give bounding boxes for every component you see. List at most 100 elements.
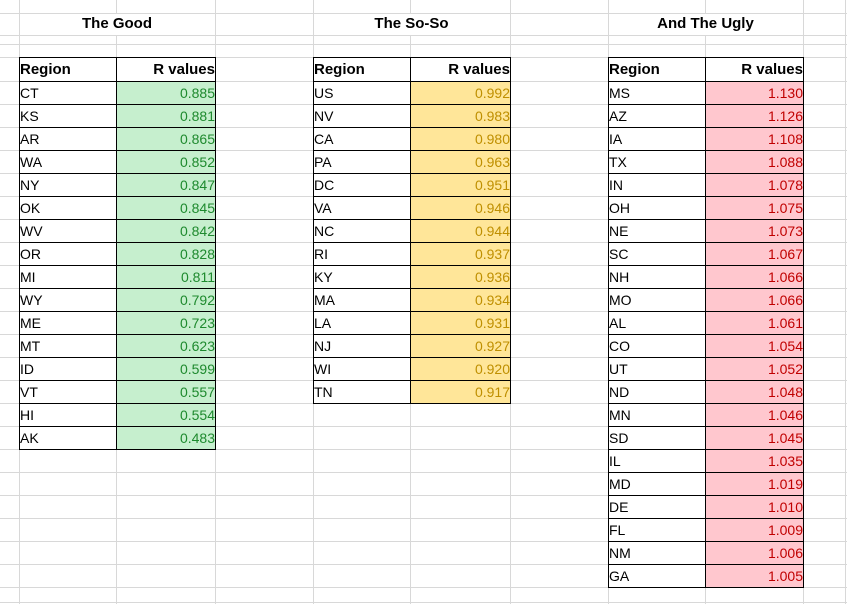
region-cell[interactable]: NE <box>608 219 706 243</box>
region-cell[interactable]: VT <box>19 380 117 404</box>
region-cell[interactable]: NM <box>608 541 706 565</box>
value-cell[interactable]: 1.005 <box>705 564 804 588</box>
value-cell[interactable]: 0.483 <box>116 426 216 450</box>
region-cell[interactable]: DC <box>313 173 411 197</box>
region-cell[interactable]: AR <box>19 127 117 151</box>
value-cell[interactable]: 0.946 <box>410 196 511 220</box>
value-cell[interactable]: 1.019 <box>705 472 804 496</box>
region-cell[interactable]: CT <box>19 81 117 105</box>
region-cell[interactable]: NV <box>313 104 411 128</box>
region-cell[interactable]: OK <box>19 196 117 220</box>
value-cell[interactable]: 0.557 <box>116 380 216 404</box>
value-cell[interactable]: 0.881 <box>116 104 216 128</box>
region-cell[interactable]: LA <box>313 311 411 335</box>
region-cell[interactable]: IA <box>608 127 706 151</box>
value-cell[interactable]: 1.066 <box>705 288 804 312</box>
region-cell[interactable]: SD <box>608 426 706 450</box>
value-cell[interactable]: 1.035 <box>705 449 804 473</box>
region-cell[interactable]: SC <box>608 242 706 266</box>
region-cell[interactable]: MI <box>19 265 117 289</box>
value-cell[interactable]: 1.067 <box>705 242 804 266</box>
region-cell[interactable]: HI <box>19 403 117 427</box>
region-cell[interactable]: AL <box>608 311 706 335</box>
value-cell[interactable]: 0.847 <box>116 173 216 197</box>
region-cell[interactable]: NH <box>608 265 706 289</box>
value-cell[interactable]: 1.088 <box>705 150 804 174</box>
value-cell[interactable]: 1.126 <box>705 104 804 128</box>
value-cell[interactable]: 1.009 <box>705 518 804 542</box>
value-cell[interactable]: 1.130 <box>705 81 804 105</box>
rvalues-header[interactable]: R values <box>705 57 804 82</box>
value-cell[interactable]: 1.010 <box>705 495 804 519</box>
region-cell[interactable]: GA <box>608 564 706 588</box>
value-cell[interactable]: 0.934 <box>410 288 511 312</box>
value-cell[interactable]: 0.811 <box>116 265 216 289</box>
region-cell[interactable]: AZ <box>608 104 706 128</box>
region-cell[interactable]: MT <box>19 334 117 358</box>
region-header[interactable]: Region <box>608 57 706 82</box>
region-cell[interactable]: MO <box>608 288 706 312</box>
region-cell[interactable]: MA <box>313 288 411 312</box>
value-cell[interactable]: 0.828 <box>116 242 216 266</box>
value-cell[interactable]: 0.980 <box>410 127 511 151</box>
region-cell[interactable]: TX <box>608 150 706 174</box>
region-cell[interactable]: NC <box>313 219 411 243</box>
region-cell[interactable]: NY <box>19 173 117 197</box>
value-cell[interactable]: 1.045 <box>705 426 804 450</box>
region-cell[interactable]: MN <box>608 403 706 427</box>
region-cell[interactable]: MS <box>608 81 706 105</box>
region-cell[interactable]: WA <box>19 150 117 174</box>
value-cell[interactable]: 0.936 <box>410 265 511 289</box>
value-cell[interactable]: 1.006 <box>705 541 804 565</box>
region-cell[interactable]: DE <box>608 495 706 519</box>
value-cell[interactable]: 1.066 <box>705 265 804 289</box>
region-cell[interactable]: ND <box>608 380 706 404</box>
region-cell[interactable]: US <box>313 81 411 105</box>
region-cell[interactable]: OH <box>608 196 706 220</box>
value-cell[interactable]: 0.599 <box>116 357 216 381</box>
region-cell[interactable]: WV <box>19 219 117 243</box>
value-cell[interactable]: 0.792 <box>116 288 216 312</box>
value-cell[interactable]: 0.920 <box>410 357 511 381</box>
value-cell[interactable]: 0.992 <box>410 81 511 105</box>
value-cell[interactable]: 0.951 <box>410 173 511 197</box>
value-cell[interactable]: 0.723 <box>116 311 216 335</box>
region-header[interactable]: Region <box>313 57 411 82</box>
region-cell[interactable]: CO <box>608 334 706 358</box>
region-cell[interactable]: PA <box>313 150 411 174</box>
value-cell[interactable]: 0.917 <box>410 380 511 404</box>
value-cell[interactable]: 0.623 <box>116 334 216 358</box>
rvalues-header[interactable]: R values <box>116 57 216 82</box>
region-cell[interactable]: CA <box>313 127 411 151</box>
region-cell[interactable]: OR <box>19 242 117 266</box>
value-cell[interactable]: 0.845 <box>116 196 216 220</box>
value-cell[interactable]: 1.108 <box>705 127 804 151</box>
value-cell[interactable]: 0.963 <box>410 150 511 174</box>
region-cell[interactable]: IN <box>608 173 706 197</box>
value-cell[interactable]: 0.554 <box>116 403 216 427</box>
value-cell[interactable]: 1.075 <box>705 196 804 220</box>
region-cell[interactable]: WY <box>19 288 117 312</box>
value-cell[interactable]: 1.048 <box>705 380 804 404</box>
region-cell[interactable]: TN <box>313 380 411 404</box>
region-cell[interactable]: FL <box>608 518 706 542</box>
region-cell[interactable]: MD <box>608 472 706 496</box>
value-cell[interactable]: 1.054 <box>705 334 804 358</box>
region-cell[interactable]: ID <box>19 357 117 381</box>
value-cell[interactable]: 1.061 <box>705 311 804 335</box>
value-cell[interactable]: 0.944 <box>410 219 511 243</box>
value-cell[interactable]: 1.052 <box>705 357 804 381</box>
region-cell[interactable]: VA <box>313 196 411 220</box>
region-cell[interactable]: WI <box>313 357 411 381</box>
region-cell[interactable]: ME <box>19 311 117 335</box>
value-cell[interactable]: 0.842 <box>116 219 216 243</box>
value-cell[interactable]: 0.931 <box>410 311 511 335</box>
value-cell[interactable]: 1.046 <box>705 403 804 427</box>
value-cell[interactable]: 0.852 <box>116 150 216 174</box>
value-cell[interactable]: 0.865 <box>116 127 216 151</box>
region-cell[interactable]: UT <box>608 357 706 381</box>
value-cell[interactable]: 0.927 <box>410 334 511 358</box>
region-cell[interactable]: KY <box>313 265 411 289</box>
region-cell[interactable]: KS <box>19 104 117 128</box>
region-cell[interactable]: RI <box>313 242 411 266</box>
